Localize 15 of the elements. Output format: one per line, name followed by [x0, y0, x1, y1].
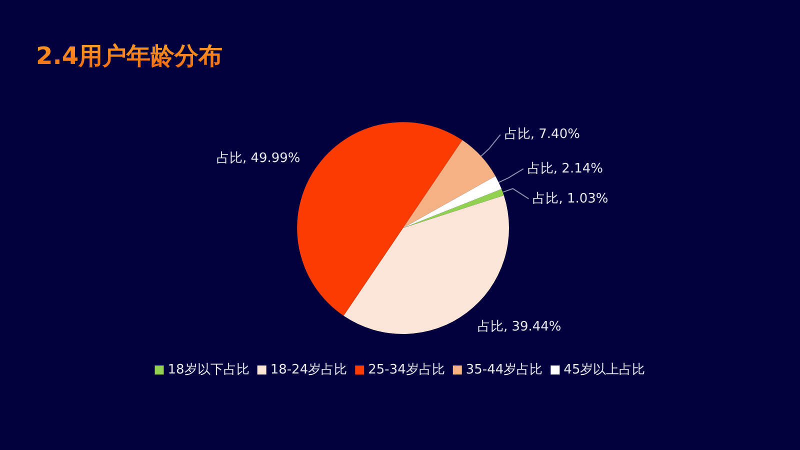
pie-slice: [403, 140, 496, 228]
data-label: 占比, 1.03%: [532, 191, 608, 206]
pie-slice: [344, 195, 509, 334]
data-label: 占比, 49.99%: [216, 151, 300, 166]
data-label: 占比, 7.40%: [504, 127, 580, 142]
legend-label: 35-44岁占比: [466, 362, 543, 378]
pie-slice: [403, 188, 504, 228]
data-label: 占比, 2.14%: [527, 161, 603, 176]
legend-label: 18-24岁占比: [270, 362, 348, 378]
chart-title: 2.4用户年龄分布: [36, 42, 223, 70]
pie-slice: [403, 176, 502, 228]
legend-label: 18岁以下占比: [168, 362, 250, 378]
legend-label: 25-34岁占比: [368, 362, 445, 378]
legend-label: 45岁以上占比: [564, 362, 646, 378]
data-label: 占比, 39.44%: [477, 320, 562, 335]
